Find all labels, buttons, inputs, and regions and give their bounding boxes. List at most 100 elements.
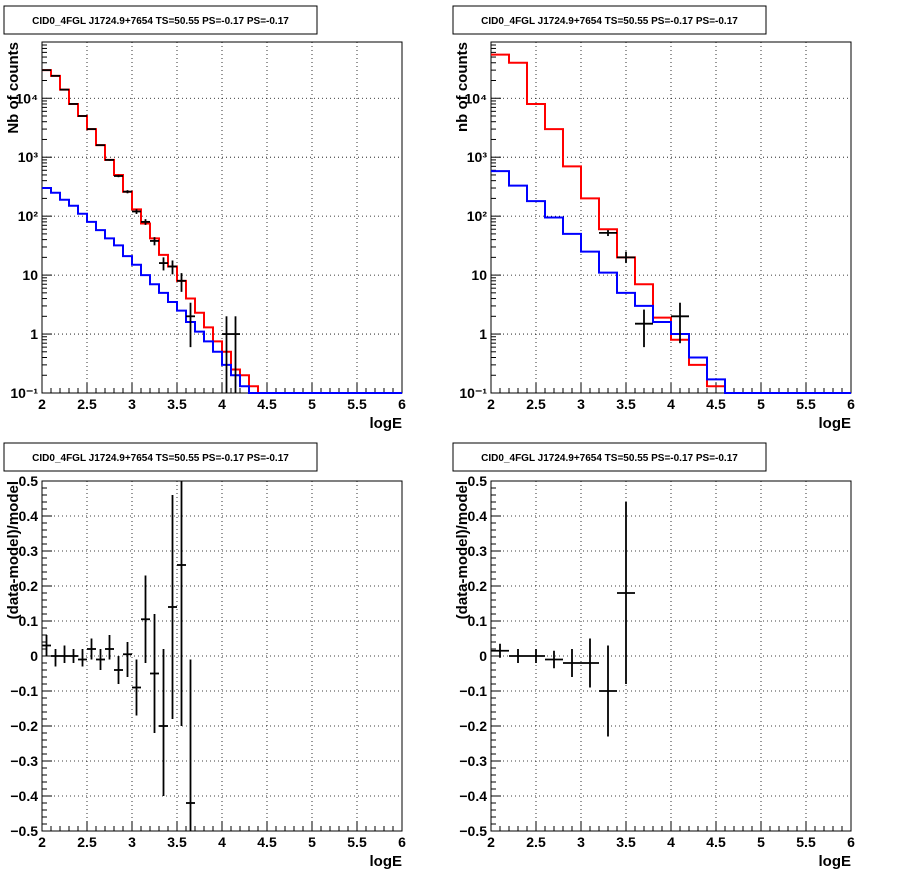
data-point — [527, 649, 545, 663]
y-tick-label: 10 — [22, 267, 38, 283]
y-tick-label: −0.5 — [10, 823, 38, 839]
y-tick-label: −0.3 — [459, 753, 487, 769]
data-point — [509, 649, 527, 663]
data-point — [87, 128, 96, 130]
chart-panel-2: 2 2.5 3 3.5 4 4.5 5 5.5 6 10⁻¹ 1 10 10² 10³ 10⁴ logE nb … — [452, 5, 855, 432]
title-box — [3, 442, 318, 472]
data-point — [51, 649, 60, 667]
x-tick-label: 4 — [667, 834, 675, 850]
data-point — [78, 649, 87, 667]
y-tick-label: −0.3 — [10, 753, 38, 769]
x-tick-label: 5.5 — [796, 396, 816, 412]
y-tick-label: −0.2 — [459, 718, 487, 734]
y-axis-label: (data-model)/model — [454, 481, 471, 619]
x-tick-label: 4.5 — [257, 834, 277, 850]
y-tick-label: 10⁴ — [465, 90, 488, 106]
x-tick-label: 6 — [398, 396, 406, 412]
data-point — [42, 635, 51, 656]
data-point — [186, 659, 195, 831]
x-tick-label: 5.5 — [347, 396, 367, 412]
data-point — [599, 645, 617, 737]
data-point — [186, 302, 195, 348]
data-point — [159, 257, 168, 271]
x-tick-label: 6 — [847, 834, 855, 850]
y-tick-label: 1 — [30, 326, 38, 342]
y-tick-label: −0.5 — [459, 823, 487, 839]
y-tick-label: −0.1 — [10, 683, 38, 699]
data-point — [114, 656, 123, 684]
y-tick-label: 10⁴ — [16, 90, 39, 106]
y-axis-label: (data-model)/model — [5, 481, 22, 619]
data-point — [617, 502, 635, 684]
data-point — [87, 638, 96, 660]
x-tick-label: 6 — [847, 396, 855, 412]
x-tick-label: 2.5 — [526, 834, 546, 850]
data-point — [150, 614, 159, 733]
y-tick-label: 0.5 — [468, 473, 488, 489]
y-tick-label: 10² — [18, 208, 39, 224]
y-tick-label: 0.1 — [19, 613, 39, 629]
x-tick-label: 4 — [667, 396, 675, 412]
chart-title: CID0_4FGL J1724.9+7654 TS=50.55 PS=-0.17… — [481, 16, 738, 27]
y-tick-label: 0.1 — [468, 613, 488, 629]
x-tick-label: 3.5 — [167, 834, 187, 850]
x-tick-label: 5.5 — [347, 834, 367, 850]
chart-title: CID0_4FGL J1724.9+7654 TS=50.55 PS=-0.17… — [32, 16, 289, 27]
x-tick-label: 3.5 — [167, 396, 187, 412]
x-tick-label: 5 — [757, 834, 765, 850]
x-tick-label: 5 — [308, 834, 316, 850]
x-tick-label: 2 — [38, 396, 46, 412]
chart-title: CID0_4FGL J1724.9+7654 TS=50.55 PS=-0.17… — [481, 453, 738, 464]
x-tick-label: 3 — [577, 834, 585, 850]
x-tick-label: 4.5 — [706, 834, 726, 850]
data-point — [671, 302, 689, 344]
x-tick-label: 2.5 — [526, 396, 546, 412]
title-box — [452, 442, 767, 472]
y-tick-label: 10³ — [18, 149, 39, 165]
y-axis-label: nb of counts — [454, 42, 471, 132]
data-point — [177, 481, 186, 726]
y-tick-label: 1 — [479, 326, 487, 342]
chart-title: CID0_4FGL J1724.9+7654 TS=50.55 PS=-0.17… — [32, 453, 289, 464]
x-tick-label: 3.5 — [616, 834, 636, 850]
data-point — [231, 316, 240, 393]
x-axis-label: logE — [819, 415, 852, 432]
title-box — [3, 5, 318, 35]
x-tick-label: 2 — [487, 834, 495, 850]
data-point — [563, 649, 581, 677]
y-tick-label: −0.4 — [459, 788, 487, 804]
y-tick-label: 10 — [471, 267, 487, 283]
y-tick-label: 10⁻¹ — [10, 385, 38, 401]
y-tick-label: 0.2 — [19, 578, 39, 594]
x-tick-label: 6 — [398, 834, 406, 850]
data-point — [177, 273, 186, 292]
x-tick-label: 2.5 — [77, 834, 97, 850]
x-tick-label: 3.5 — [616, 396, 636, 412]
x-tick-label: 3 — [128, 834, 136, 850]
data-point — [60, 645, 69, 663]
data-point — [132, 209, 141, 214]
title-box — [452, 5, 767, 35]
y-tick-label: −0.4 — [10, 788, 38, 804]
data-point — [141, 219, 150, 225]
y-tick-label: 10³ — [467, 149, 488, 165]
x-tick-label: 2.5 — [77, 396, 97, 412]
y-tick-label: −0.2 — [10, 718, 38, 734]
data-point — [168, 260, 177, 275]
data-point — [545, 650, 563, 669]
y-tick-label: 0.2 — [468, 578, 488, 594]
data-point — [105, 635, 114, 660]
data-point — [105, 158, 114, 161]
data-point — [491, 643, 509, 658]
x-axis-label: logE — [370, 853, 403, 870]
data-point — [150, 237, 159, 246]
data-point — [581, 638, 599, 688]
chart-panel-3: 2 2.5 3 3.5 4 4.5 5 5.5 6 −0.5 −0.4 −0.3 −0.2 −0.1 0 0.… — [3, 442, 406, 870]
x-tick-label: 3 — [128, 396, 136, 412]
data-point — [69, 103, 78, 105]
y-tick-label: 0.3 — [19, 543, 39, 559]
data-point — [132, 659, 141, 716]
data-point — [96, 649, 105, 670]
y-tick-label: 0 — [30, 648, 38, 664]
